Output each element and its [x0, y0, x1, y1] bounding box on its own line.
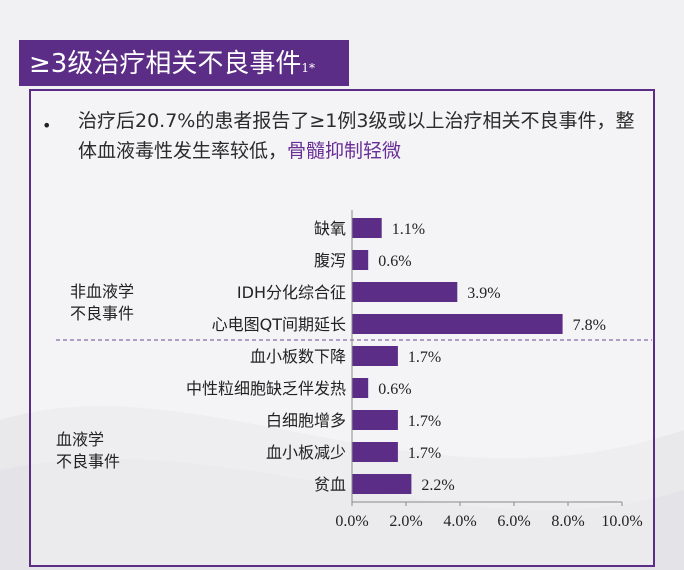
x-tick-label: 2.0%: [389, 513, 422, 530]
bar: [352, 346, 398, 366]
bar: [352, 282, 458, 302]
group-label-hematologic: 血液学 不良事件: [56, 430, 121, 471]
bar: [352, 410, 398, 430]
bar: [352, 378, 369, 398]
bullet-text: 治疗后20.7%的患者报告了≥1例3级或以上治疗相关不良事件，整体血液毒性发生率…: [78, 110, 635, 162]
bullet-dot: •: [42, 116, 52, 135]
value-label: 7.8%: [573, 317, 606, 334]
value-label: 3.9%: [467, 285, 500, 302]
category-label: IDH分化综合征: [237, 283, 346, 302]
slide-title: ≥3级治疗相关不良事件1*: [29, 49, 315, 79]
category-label: 腹泻: [314, 251, 346, 270]
value-label: 2.2%: [421, 477, 454, 494]
value-label: 1.1%: [392, 221, 425, 238]
bar: [352, 314, 563, 334]
category-label: 缺氧: [314, 219, 346, 238]
x-tick-label: 8.0%: [551, 513, 584, 530]
bar: [352, 218, 382, 238]
title-banner: [19, 40, 349, 86]
group-label-non-hematologic: 非血液学 不良事件: [70, 282, 135, 323]
bar: [352, 474, 412, 494]
x-tick-label: 6.0%: [497, 513, 530, 530]
category-label: 贫血: [314, 475, 346, 494]
bullet-highlight: 骨髓抑制轻微: [287, 140, 402, 162]
category-label: 中性粒细胞缺乏伴发热: [186, 379, 346, 398]
x-tick-label: 0.0%: [335, 513, 368, 530]
value-label: 1.7%: [408, 445, 441, 462]
bar: [352, 250, 369, 270]
category-label: 血小板减少: [266, 443, 346, 462]
value-label: 0.6%: [378, 253, 411, 270]
title-superscript: 1*: [301, 61, 315, 75]
value-label: 1.7%: [408, 413, 441, 430]
category-label: 白细胞增多: [266, 411, 346, 430]
value-label: 1.7%: [408, 349, 441, 366]
category-label: 心电图QT间期延长: [212, 315, 346, 334]
x-tick-label: 4.0%: [443, 513, 476, 530]
x-tick-label: 10.0%: [601, 513, 642, 530]
value-label: 0.6%: [378, 381, 411, 398]
category-label: 血小板数下降: [250, 347, 346, 366]
bar: [352, 442, 398, 462]
